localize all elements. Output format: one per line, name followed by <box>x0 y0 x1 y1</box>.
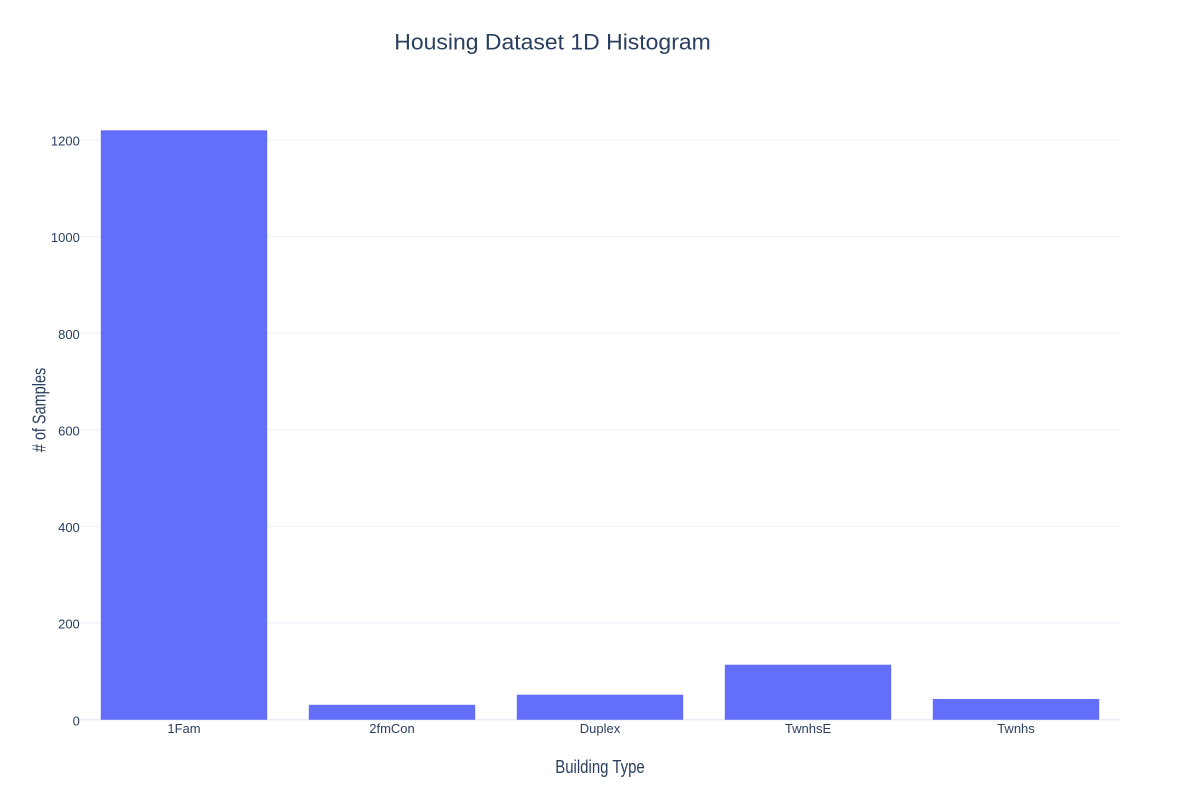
svg-text:TwnhsE: TwnhsE <box>785 721 832 736</box>
svg-text:1000: 1000 <box>51 230 80 245</box>
svg-text:800: 800 <box>58 327 80 342</box>
svg-text:600: 600 <box>58 423 80 438</box>
svg-text:1Fam: 1Fam <box>167 721 200 736</box>
svg-text:Housing Dataset 1D Histogram: Housing Dataset 1D Histogram <box>394 30 711 55</box>
svg-text:Duplex: Duplex <box>580 721 621 736</box>
svg-text:400: 400 <box>58 520 80 535</box>
svg-text:200: 200 <box>58 617 80 632</box>
svg-text:Building Type: Building Type <box>555 757 645 777</box>
svg-text:# of Samples: # of Samples <box>30 368 50 453</box>
svg-text:0: 0 <box>73 713 80 728</box>
svg-text:Twnhs: Twnhs <box>997 721 1035 736</box>
svg-text:2fmCon: 2fmCon <box>369 721 415 736</box>
svg-text:1200: 1200 <box>51 134 80 149</box>
